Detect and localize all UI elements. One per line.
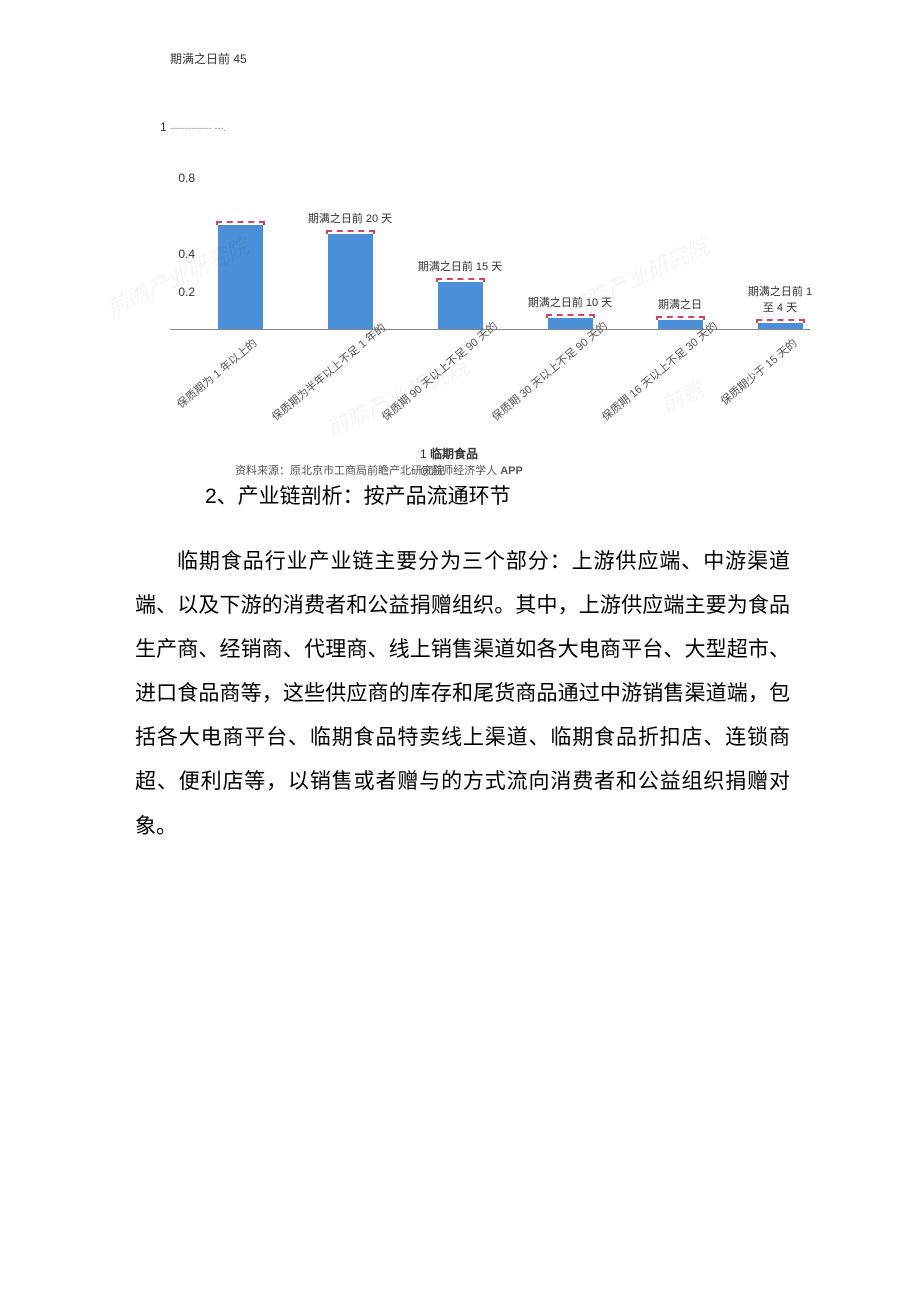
chart-bar-marker (656, 316, 705, 320)
chart-x-label: 保质期为半年以上不足 1 年的 (268, 335, 370, 424)
chart-one-marker: 1 -------------- ---. (160, 120, 226, 134)
chart-x-label: 保质期 16 天以上不足 30 天的 (598, 335, 700, 424)
y-axis-tick-label: 0.2 (178, 285, 195, 299)
chart-x-label: 保质期为 1 年以上的 (158, 335, 260, 424)
section-heading: 2、产业链剖析：按产品流通环节 (205, 480, 511, 510)
chart-bar-marker (216, 221, 265, 225)
chart-bar (758, 323, 803, 329)
chart-bar (218, 225, 263, 330)
chart-bar-label: 期满之日前 15 天 (418, 258, 502, 274)
chart-bar-label: 期满之日前 1至 4 天 (748, 283, 812, 315)
chart-bar (548, 318, 593, 329)
chart-bar (438, 282, 483, 330)
chart-container: 期满之日前 45 1 -------------- ---. 期满之日前 20 … (140, 100, 840, 460)
chart-x-label: 保质期少于 15 天的 (698, 335, 800, 424)
chart-bar-label: 期满之日 (658, 296, 702, 312)
chart-bar-marker (546, 314, 595, 318)
chart-bar (328, 234, 373, 329)
body-paragraph: 临期食品行业产业链主要分为三个部分：上游供应端、中游渠道端、以及下游的消费者和公… (135, 540, 790, 849)
chart-bar-marker (756, 319, 805, 323)
chart-plot-area: 期满之日前 20 天期满之日前 15 天期满之日前 10 天 期满之日 期满之日前 … (170, 140, 810, 330)
chart-x-label: 保质期 90 天以上不足 90 天的 (378, 335, 480, 424)
chart-source: 资料来源：原北京市工商局前瞻产北研究院 (235, 462, 444, 478)
chart-bar-label: 期满之日前 20 天 (308, 210, 392, 226)
chart-bar-marker (436, 278, 485, 282)
chart-bar-label: 期满之日前 10 天 (528, 294, 612, 310)
chart-top-annotation: 期满之日前 45 (170, 50, 247, 67)
y-axis-tick-label: 0.4 (178, 247, 195, 261)
chart-x-label: 保质期 30 天以上不足 90 天的 (488, 335, 590, 424)
chart-bar-marker (326, 230, 375, 234)
y-axis-tick-label: 0.8 (178, 171, 195, 185)
chart-x-axis-title: 1 临期食品 (420, 445, 478, 462)
chart-bar (658, 320, 703, 330)
chart-source-app: @前师经济学人 APP (420, 462, 523, 478)
